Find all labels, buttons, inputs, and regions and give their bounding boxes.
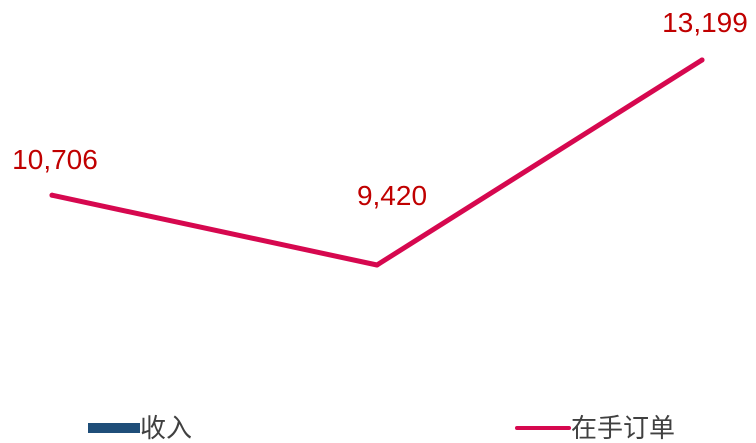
data-label: 9,420 xyxy=(357,180,427,211)
legend-item-orders: 在手订单 xyxy=(515,414,675,442)
legend-swatch-income xyxy=(88,423,140,433)
data-point xyxy=(49,192,55,198)
data-label: 10,706 xyxy=(12,144,98,175)
series-line-orders xyxy=(49,57,705,268)
data-point xyxy=(374,262,380,268)
legend-swatch-orders xyxy=(515,426,571,430)
legend-label-income: 收入 xyxy=(140,413,193,443)
data-point xyxy=(699,57,705,63)
data-label: 13,199 xyxy=(662,7,748,38)
legend-item-income: 收入 xyxy=(88,414,192,442)
legend-label-orders: 在手订单 xyxy=(571,413,676,443)
